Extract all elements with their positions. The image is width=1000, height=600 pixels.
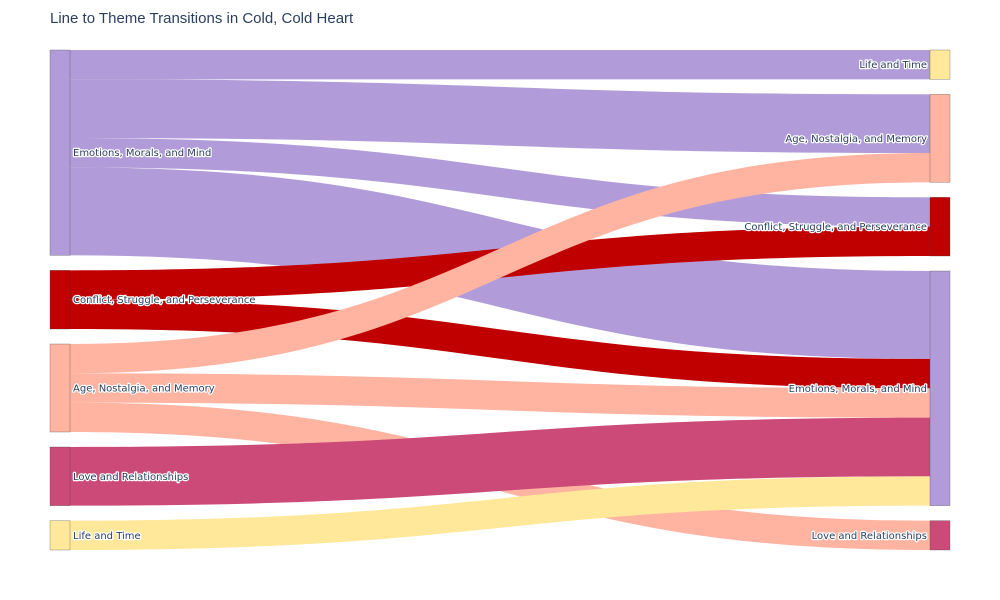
source-node-love-and-relationships[interactable]: [49, 446, 71, 506]
link-love-and-relationships-to-emotions-morals-and-mind[interactable]: [70, 417, 930, 506]
link-emotions-morals-and-mind-to-life-and-time[interactable]: [70, 50, 930, 80]
source-node-emotions-morals-and-mind[interactable]: [49, 49, 71, 256]
link-age-nostalgia-and-memory-to-age-nostalgia-and-memory[interactable]: [70, 153, 930, 374]
link-emotions-morals-and-mind-to-age-nostalgia-and-memory[interactable]: [70, 79, 930, 153]
source-node-age-nostalgia-and-memory[interactable]: [49, 343, 71, 433]
chart-title: Line to Theme Transitions in Cold, Cold …: [50, 10, 354, 27]
source-node-label: Love and Relationships: [73, 472, 188, 483]
source-node-label: Life and Time: [73, 531, 141, 542]
target-node-conflict-struggle-and-perseverance[interactable]: [929, 197, 951, 257]
source-node-life-and-time[interactable]: [49, 520, 71, 551]
source-node-conflict-struggle-and-perseverance[interactable]: [49, 270, 71, 330]
target-node-label: Conflict, Struggle, and Perseverance: [744, 222, 927, 233]
target-node-age-nostalgia-and-memory[interactable]: [929, 94, 951, 183]
source-node-label: Age, Nostalgia, and Memory: [73, 384, 215, 395]
links-layer: [70, 50, 930, 550]
nodes-layer: [49, 49, 951, 551]
link-emotions-morals-and-mind-to-conflict-struggle-and-perseverance[interactable]: [70, 138, 930, 227]
source-node-label: Conflict, Struggle, and Perseverance: [73, 295, 256, 306]
target-node-label: Love and Relationships: [812, 531, 927, 542]
labels-layer: Emotions, Morals, and Mind Conflict, Stru…: [72, 59, 929, 543]
target-node-love-and-relationships[interactable]: [929, 520, 951, 551]
link-age-nostalgia-and-memory-to-emotions-morals-and-mind[interactable]: [70, 373, 930, 418]
link-conflict-struggle-and-perseverance-to-emotions-morals-and-mind[interactable]: [70, 299, 930, 389]
source-node-label: Emotions, Morals, and Mind: [73, 148, 211, 159]
link-life-and-time-to-emotions-morals-and-mind[interactable]: [70, 476, 930, 550]
target-node-label: Life and Time: [859, 60, 927, 71]
target-node-label: Age, Nostalgia, and Memory: [785, 134, 927, 145]
target-node-label: Emotions, Morals, and Mind: [789, 384, 927, 395]
target-node-emotions-morals-and-mind[interactable]: [929, 270, 951, 506]
target-node-life-and-time[interactable]: [929, 49, 951, 80]
